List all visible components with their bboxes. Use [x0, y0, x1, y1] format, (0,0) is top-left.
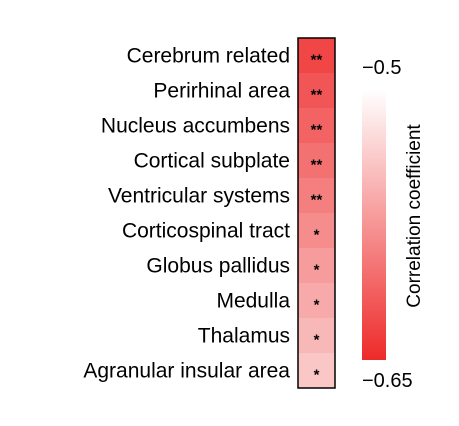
significance-marker: *	[314, 367, 320, 384]
heatmap-cell	[298, 178, 335, 213]
colorbar-title: Correlation coefficient	[404, 124, 425, 308]
significance-marker: *	[314, 227, 320, 244]
heatmap-cell	[298, 213, 335, 248]
significance-marker: *	[314, 332, 320, 349]
colorbar-min-label: −0.65	[362, 370, 413, 392]
significance-marker: **	[311, 157, 323, 174]
significance-marker: **	[311, 52, 323, 69]
row-label: Medulla	[216, 290, 290, 313]
significance-marker: *	[314, 297, 320, 314]
row-label: Ventricular systems	[108, 185, 290, 208]
heatmap-cell	[298, 353, 335, 388]
heatmap-cell	[298, 318, 335, 353]
significance-marker: **	[311, 192, 323, 209]
significance-marker: **	[311, 87, 323, 104]
row-label: Thalamus	[198, 325, 290, 348]
colorbar	[362, 90, 386, 360]
row-label: Agranular insular area	[83, 360, 290, 383]
heatmap-cell	[298, 143, 335, 178]
row-label: Globus pallidus	[146, 255, 290, 278]
heatmap-cell	[298, 73, 335, 108]
row-label: Cortical subplate	[134, 150, 290, 173]
significance-marker: *	[314, 262, 320, 279]
heatmap-cell	[298, 248, 335, 283]
heatmap-border	[297, 37, 336, 389]
row-label: Perirhinal area	[153, 80, 290, 103]
heatmap-cell	[298, 38, 335, 73]
significance-marker: **	[311, 122, 323, 139]
heatmap-cell	[298, 108, 335, 143]
heatmap-cell	[298, 283, 335, 318]
row-label: Corticospinal tract	[122, 220, 290, 243]
colorbar-max-label: −0.5	[362, 57, 401, 79]
row-label: Cerebrum related	[127, 45, 290, 68]
row-label: Nucleus accumbens	[101, 115, 290, 138]
